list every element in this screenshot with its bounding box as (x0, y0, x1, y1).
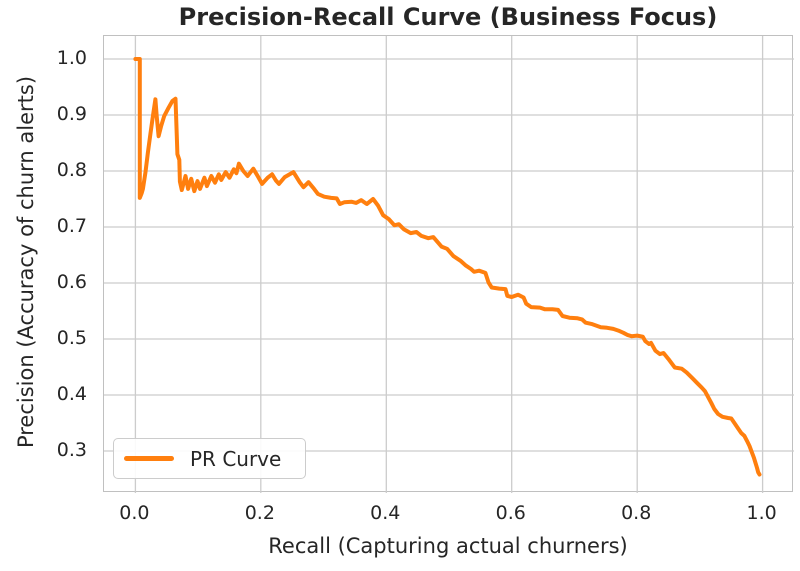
y-tick-label: 0.4 (56, 382, 87, 405)
legend-label: PR Curve (190, 446, 282, 471)
x-tick-label: 0.6 (495, 502, 526, 524)
y-tick-label: 0.7 (56, 214, 87, 237)
pr-curve-plot-svg (104, 36, 794, 493)
x-axis-label: Recall (Capturing actual churners) (268, 534, 628, 558)
y-tick-label: 0.9 (56, 102, 87, 125)
x-tick-label: 0.4 (370, 502, 401, 524)
y-tick-label: 0.5 (56, 326, 87, 349)
x-tick-label: 0.2 (244, 502, 275, 524)
x-tick-label: 1.0 (746, 502, 777, 524)
plot-area (103, 35, 794, 493)
y-axis-label: Precision (Accuracy of churn alerts) (14, 75, 38, 449)
legend-line-sample-icon (124, 456, 174, 461)
y-tick-label: 0.6 (56, 270, 87, 293)
x-tick-label: 0.0 (119, 502, 150, 524)
legend-box: PR Curve (113, 438, 306, 479)
x-tick-label: 0.8 (621, 502, 652, 524)
y-tick-label: 0.8 (56, 158, 87, 181)
y-tick-label: 0.3 (56, 438, 87, 461)
chart-title: Precision-Recall Curve (Business Focus) (178, 3, 718, 31)
y-tick-label: 1.0 (56, 46, 87, 69)
